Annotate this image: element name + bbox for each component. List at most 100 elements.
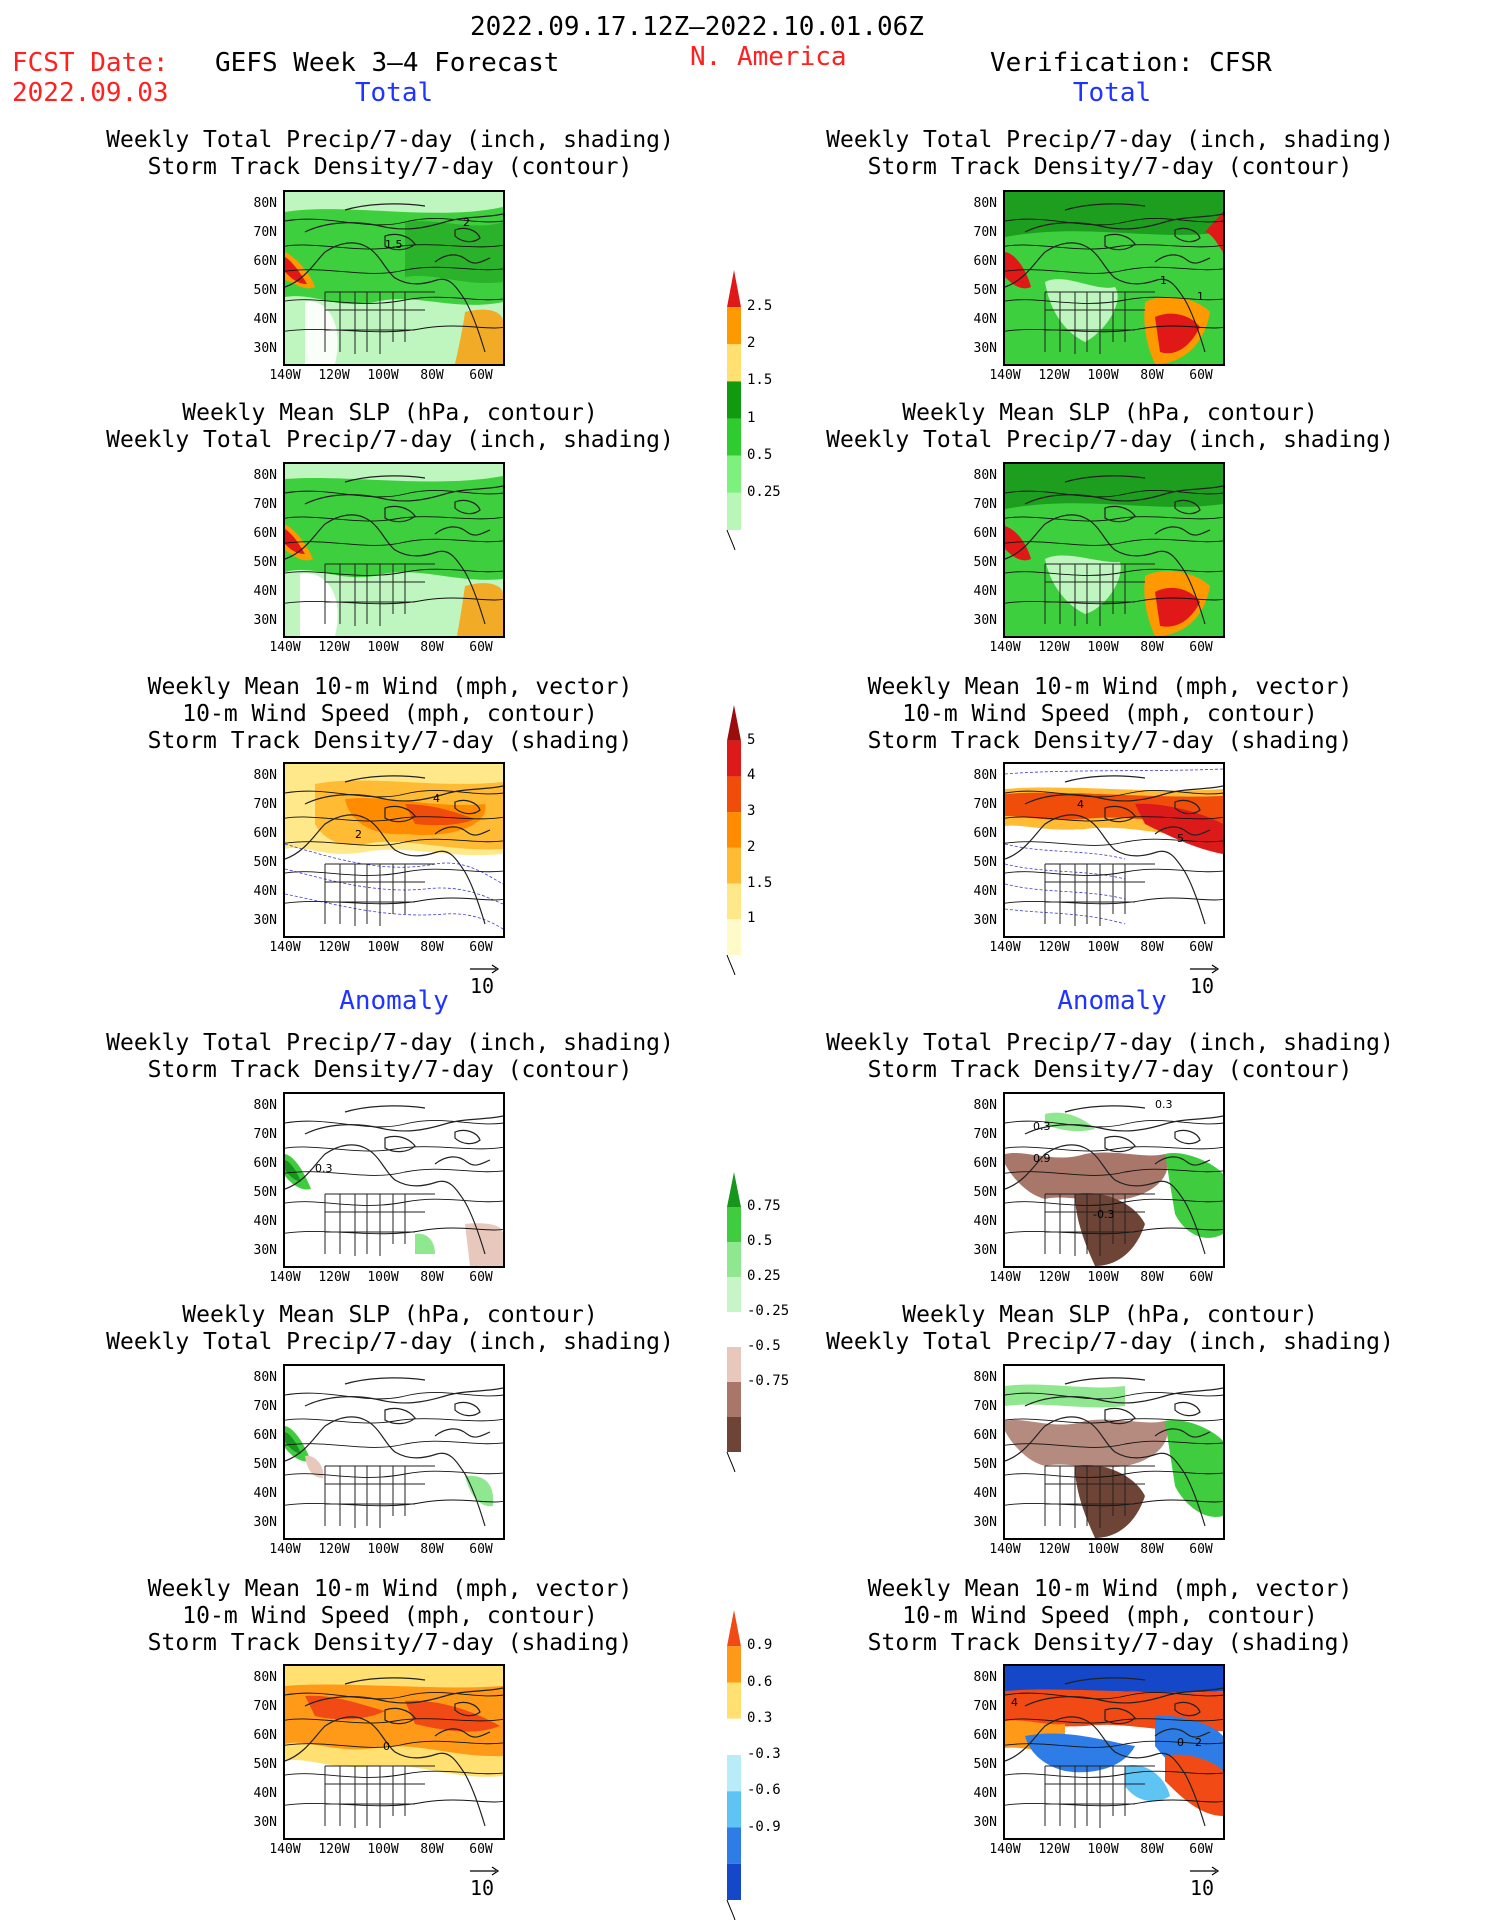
label-r-wind-b: 5	[1177, 832, 1184, 845]
label-r-anom-b: 0.9	[1033, 1152, 1051, 1165]
lat-tick-label: 50N	[253, 1457, 277, 1472]
lon-tick-label: 140W	[269, 368, 301, 383]
lon-tick-label: 120W	[1038, 640, 1070, 655]
lon-tick-label: 120W	[1038, 368, 1070, 383]
colorbar-label: -0.75	[747, 1373, 790, 1389]
lon-tick-label: 120W	[1038, 1270, 1070, 1285]
lon-tick-label: 140W	[269, 940, 301, 955]
verification-label: Verification: CFSR	[990, 48, 1272, 78]
lat-tick-label: 30N	[973, 613, 997, 628]
lon-tick-label: 140W	[269, 640, 301, 655]
lat-tick-label: 60N	[973, 1428, 997, 1443]
lon-tick-label: 60W	[469, 640, 493, 655]
lon-tick-label: 100W	[367, 1270, 399, 1285]
lat-tick-label: 40N	[973, 1786, 997, 1801]
colorbar-swatch	[727, 740, 741, 777]
section-anomaly-left: Anomaly	[339, 986, 449, 1016]
title-l-wind-track-2: Weekly Mean 10-m Wind (mph, vector) 10-m…	[147, 1576, 633, 1656]
map-r-wind-track-total: 4 5	[1003, 762, 1225, 938]
lat-tick-label: 60N	[253, 826, 277, 841]
vector-ref-r1-value: 10	[1190, 974, 1215, 998]
lon-tick-label: 100W	[1087, 640, 1119, 655]
lat-tick-label: 70N	[973, 1399, 997, 1414]
lon-tick-label: 120W	[318, 368, 350, 383]
lon-tick-label: 140W	[989, 640, 1021, 655]
lat-tick-label: 50N	[973, 1757, 997, 1772]
lon-tick-label: 120W	[318, 640, 350, 655]
lon-tick-label: 60W	[1189, 1842, 1213, 1857]
title-r-wind-track-2: Weekly Mean 10-m Wind (mph, vector) 10-m…	[867, 1576, 1353, 1656]
lon-tick-label: 100W	[1087, 940, 1119, 955]
lon-tick-label: 80W	[420, 368, 444, 383]
lat-tick-label: 80N	[253, 1370, 277, 1385]
colorbar-label: 0.25	[747, 483, 781, 500]
colorbar-swatch	[727, 1312, 741, 1347]
fcst-date-label: FCST Date:	[12, 48, 169, 78]
title-l-slp-precip-2: Weekly Mean SLP (hPa, contour) Weekly To…	[106, 1302, 674, 1355]
lat-tick-label: 30N	[973, 1515, 997, 1530]
label-r-track-b: 1	[1197, 290, 1204, 303]
colorbar-swatch	[727, 455, 741, 493]
colorbar-label: 1.5	[747, 874, 773, 891]
colorbar-label: 4	[747, 767, 756, 784]
colorbar-swatch	[727, 1277, 741, 1312]
colorbar-swatch	[727, 1755, 741, 1792]
lon-tick-label: 140W	[989, 1542, 1021, 1557]
colorbar-swatch	[727, 418, 741, 456]
vector-ref-r1: 10	[1190, 964, 1220, 998]
label-r-anom-c: -0.3	[1093, 1208, 1114, 1221]
lon-tick-label: 140W	[269, 1842, 301, 1857]
lat-tick-label: 30N	[253, 1515, 277, 1530]
lon-tick-label: 80W	[420, 1270, 444, 1285]
lon-tick-label: 80W	[420, 940, 444, 955]
lon-tick-label: 80W	[1140, 368, 1164, 383]
colorbar-label: 2	[747, 838, 756, 855]
lat-tick-label: 80N	[253, 768, 277, 783]
lat-tick-label: 30N	[973, 913, 997, 928]
label-l-track-a: 1.5	[385, 238, 403, 251]
colorbar-label: 3	[747, 803, 756, 820]
colorbar-swatch	[727, 1172, 741, 1207]
label-r-anom-a: 0.3	[1033, 1120, 1051, 1133]
label-r-wanom-b: 0	[1177, 1736, 1184, 1749]
lat-tick-label: 40N	[253, 312, 277, 327]
lat-tick-label: 70N	[253, 497, 277, 512]
lat-tick-label: 30N	[253, 613, 277, 628]
lon-tick-label: 140W	[989, 1270, 1021, 1285]
lat-tick-label: 40N	[973, 312, 997, 327]
colorbar-label: 0.6	[747, 1673, 773, 1690]
lat-tick-label: 60N	[253, 254, 277, 269]
lon-tick-label: 100W	[367, 1842, 399, 1857]
lat-tick-label: 50N	[973, 1457, 997, 1472]
map-r-slp-precip-total	[1003, 462, 1225, 638]
colorbar-label: -0.5	[747, 1338, 781, 1354]
map-l-wind-track-anom: 0	[283, 1664, 505, 1840]
lon-tick-label: 60W	[469, 368, 493, 383]
colorbar-swatch	[727, 705, 741, 741]
fcst-date: 2022.09.03	[12, 78, 169, 108]
lon-tick-label: 100W	[367, 640, 399, 655]
lat-tick-label: 60N	[973, 826, 997, 841]
lat-tick-label: 30N	[253, 341, 277, 356]
colorbar-label: 5	[747, 731, 756, 748]
colorbar-label: 1	[747, 409, 756, 426]
colorbar-swatch	[727, 847, 741, 884]
lon-tick-label: 60W	[1189, 940, 1213, 955]
region-label: N. America	[690, 42, 847, 72]
vector-ref-r2-value: 10	[1190, 1876, 1215, 1900]
colorbar-swatch	[727, 270, 741, 308]
title-r-precip-track-1: Weekly Total Precip/7-day (inch, shading…	[826, 127, 1394, 180]
lat-tick-label: 40N	[973, 1486, 997, 1501]
lat-tick-label: 50N	[973, 855, 997, 870]
lon-tick-label: 120W	[1038, 940, 1070, 955]
title-l-wind-track-1: Weekly Mean 10-m Wind (mph, vector) 10-m…	[147, 674, 633, 754]
lon-tick-label: 120W	[318, 940, 350, 955]
lat-tick-label: 80N	[253, 468, 277, 483]
map-r-wind-track-anom: 4 0 2	[1003, 1664, 1225, 1840]
title-r-slp-precip-2: Weekly Mean SLP (hPa, contour) Weekly To…	[826, 1302, 1394, 1355]
lon-tick-label: 140W	[269, 1270, 301, 1285]
label-l-wind-a: 4	[433, 792, 440, 805]
lon-tick-label: 60W	[1189, 1270, 1213, 1285]
lon-tick-label: 80W	[420, 640, 444, 655]
lon-tick-label: 100W	[1087, 1270, 1119, 1285]
